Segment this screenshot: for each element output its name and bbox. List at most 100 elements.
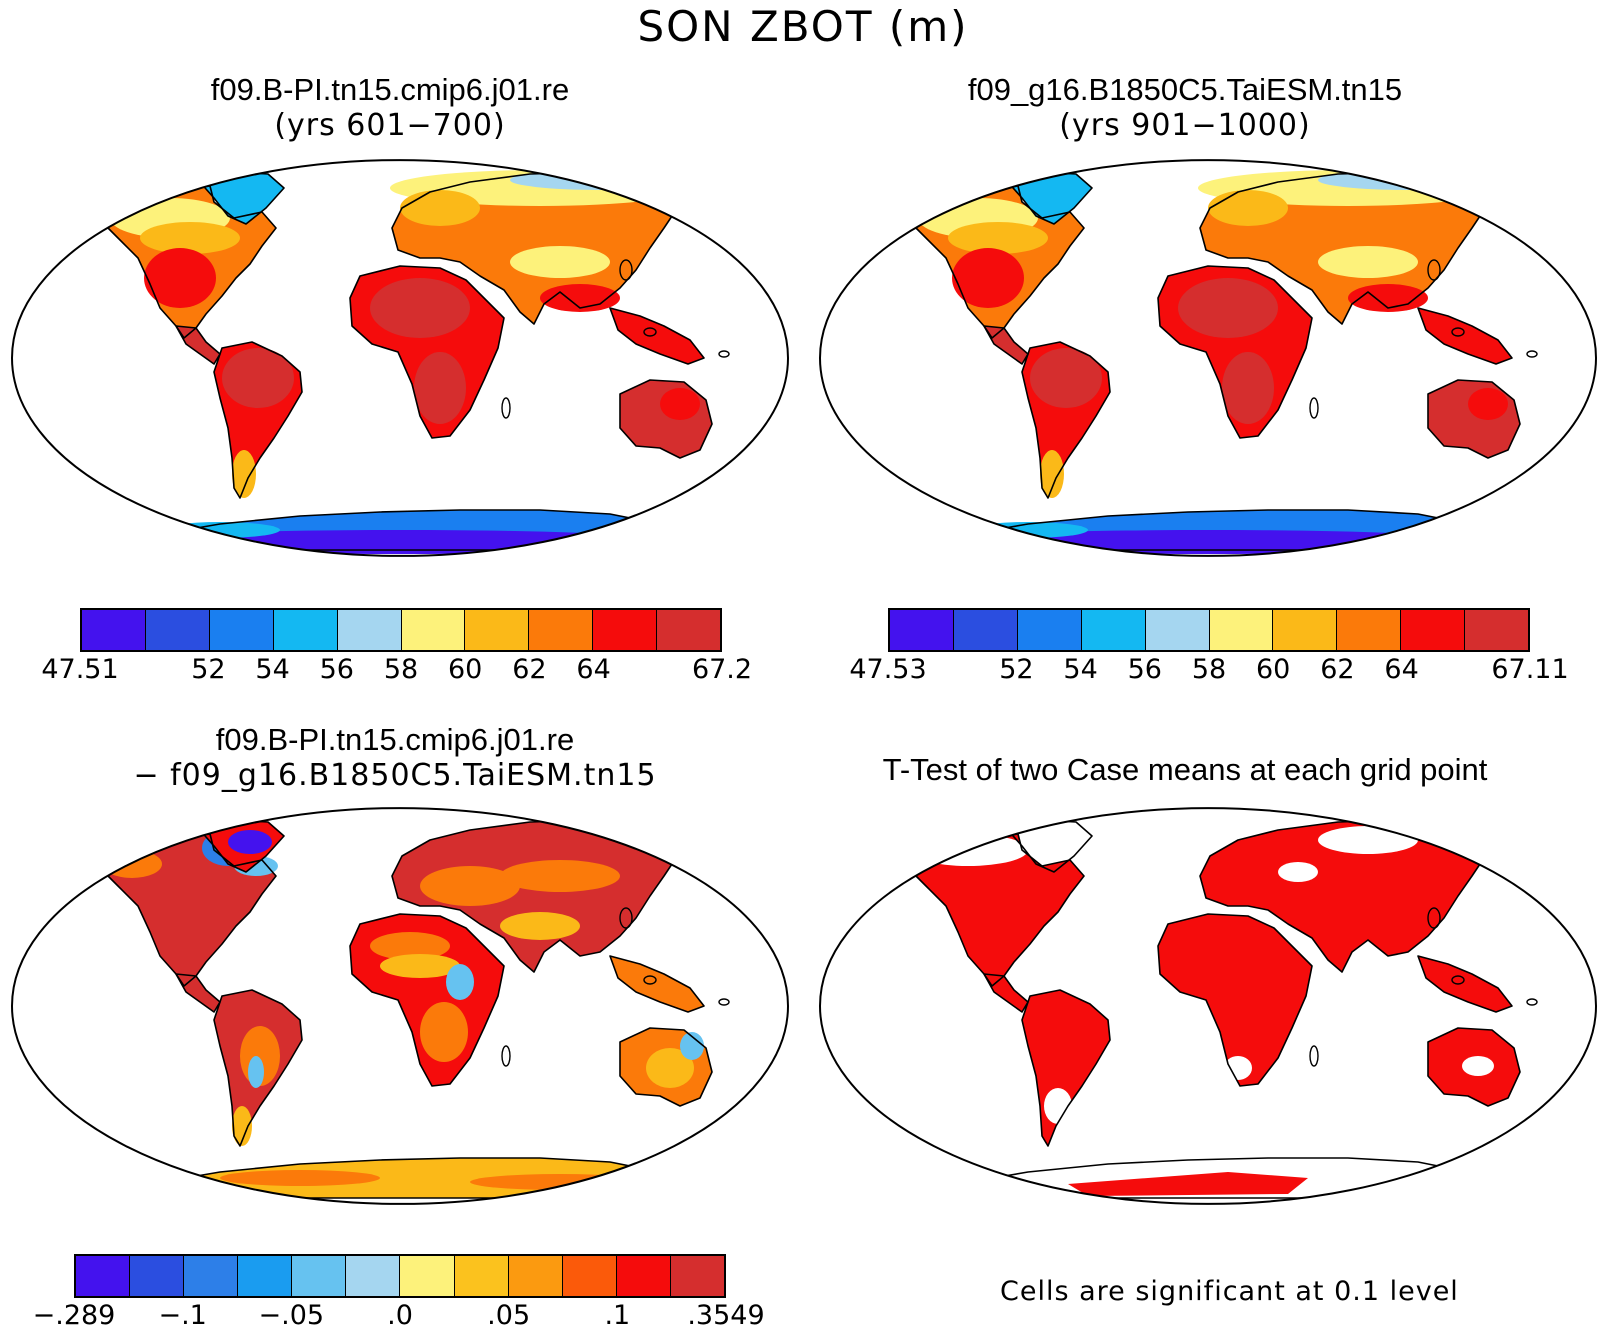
colorbar-cell (1145, 610, 1210, 650)
field-patch (1030, 348, 1102, 408)
panel-case1-subtitle: (yrs 601−700) (274, 108, 506, 143)
island-coastline (58, 880, 70, 888)
southeast-asia-field (610, 308, 704, 364)
colorbar-tick-label: 52 (191, 654, 226, 685)
seasia-coastline (1417, 307, 1513, 365)
colorbar-tick-label: .3549 (687, 1300, 765, 1331)
colorbar-tick-label: 58 (383, 654, 419, 685)
australia-coastline (1427, 379, 1521, 459)
field-patch (220, 1170, 380, 1186)
panel-case2-title: f09_g16.B1850C5.TaiESM.tn15 (967, 72, 1403, 107)
seasia-coastline (609, 307, 705, 365)
panel-case1-title: f09.B-PI.tn15.cmip6.j01.re (210, 72, 570, 107)
colorbar-cell (454, 1256, 509, 1296)
colorbar-tick-label: −.05 (258, 1300, 325, 1331)
samerica-coastline (213, 989, 303, 1147)
colorbar-case1 (80, 608, 722, 652)
north-america-field (908, 834, 1084, 986)
field-patch (1040, 450, 1064, 498)
field-patch (948, 222, 1048, 254)
colorbar-cell (529, 610, 594, 650)
field-patch (680, 1032, 704, 1060)
colorbar-tick-label: 47.53 (849, 654, 927, 685)
southeast-asia-field (1418, 956, 1512, 1012)
field-patch (1208, 190, 1288, 226)
colorbar-cell (1209, 610, 1274, 650)
land-field (58, 170, 767, 554)
colorbar-cell (273, 610, 338, 650)
field-patch (510, 246, 610, 278)
map-case1 (10, 159, 790, 557)
camerica-coastline (175, 973, 221, 1013)
ttest-note: Cells are significant at 0.1 level (1000, 1276, 1459, 1307)
africa-coastline (1157, 913, 1313, 1087)
colorbar-cell (953, 610, 1018, 650)
island-coastline (866, 232, 878, 240)
map-boundary (818, 807, 1598, 1205)
island-coastline (1451, 975, 1465, 985)
colorbar-tick-label: −.1 (158, 1300, 207, 1331)
field-patch (370, 278, 470, 338)
colorbar-difference (74, 1254, 726, 1298)
samerica-coastline (1021, 341, 1111, 499)
colorbar-cell (184, 1256, 239, 1296)
island-coastline (619, 259, 633, 281)
field-patch (1178, 278, 1278, 338)
island-coastline (753, 1111, 767, 1121)
colorbar-cell (209, 610, 274, 650)
map-boundary (818, 159, 1598, 557)
namerica-coastline (99, 185, 277, 339)
field-patch (470, 1174, 650, 1190)
island-coastline (58, 232, 70, 240)
africa-coastline (1157, 265, 1313, 439)
australia-coastline (619, 1027, 713, 1107)
colorbar-tick-label: 67.11 (1491, 654, 1569, 685)
colorbar-cell (400, 1256, 455, 1296)
island-coastline (1427, 259, 1441, 281)
map-boundary (10, 807, 790, 1205)
island-coastline (1309, 1045, 1319, 1067)
greenland-field (198, 172, 284, 224)
colorbar-cell (562, 1256, 617, 1296)
namerica-coastline (907, 185, 1085, 339)
island-coastline (718, 998, 730, 1006)
field-patch (144, 248, 216, 308)
insignificant-patch (1278, 862, 1318, 882)
panel-ttest-title: T-Test of two Case means at each grid po… (882, 752, 1488, 787)
colorbar-tick-label: 52 (999, 654, 1034, 685)
field-patch (952, 248, 1024, 308)
colorbar-cell (82, 610, 146, 650)
map-boundary (10, 159, 790, 557)
colorbar-tick-label: 64 (576, 654, 611, 685)
samerica-coastline (1021, 989, 1111, 1147)
colorbar-tick-label: 56 (1127, 654, 1162, 685)
island-coastline (643, 327, 657, 337)
colorbar-cell (657, 610, 721, 650)
colorbar-cell (670, 1256, 724, 1296)
map-case2 (818, 159, 1598, 557)
field-patch (1348, 284, 1428, 312)
colorbar-cell (1081, 610, 1146, 650)
colorbar-tick-label: 64 (1384, 654, 1419, 685)
land-field (58, 819, 767, 1199)
island-coastline (1526, 998, 1538, 1006)
island-coastline (1309, 397, 1319, 419)
insignificant-patch (1224, 1056, 1252, 1080)
africa-coastline (349, 913, 505, 1087)
colorbar-cell (76, 1256, 131, 1296)
panel-difference-title: f09.B-PI.tn15.cmip6.j01.re (215, 722, 575, 757)
colorbar-tick-label: 62 (1320, 654, 1355, 685)
eurasia-field (1200, 820, 1498, 972)
island-coastline (753, 463, 767, 473)
colorbar-tick-label: .0 (387, 1300, 413, 1331)
southeast-asia-field (610, 956, 704, 1012)
field-patch (420, 866, 520, 906)
field-patch (500, 912, 580, 940)
antarctica-field (1068, 1172, 1308, 1196)
australia-field (1428, 380, 1520, 458)
colorbar-tick-label: 56 (319, 654, 354, 685)
colorbar-cell (1401, 610, 1466, 650)
island-coastline (1561, 1111, 1575, 1121)
field-patch (660, 388, 700, 420)
colorbar-cell (337, 610, 402, 650)
